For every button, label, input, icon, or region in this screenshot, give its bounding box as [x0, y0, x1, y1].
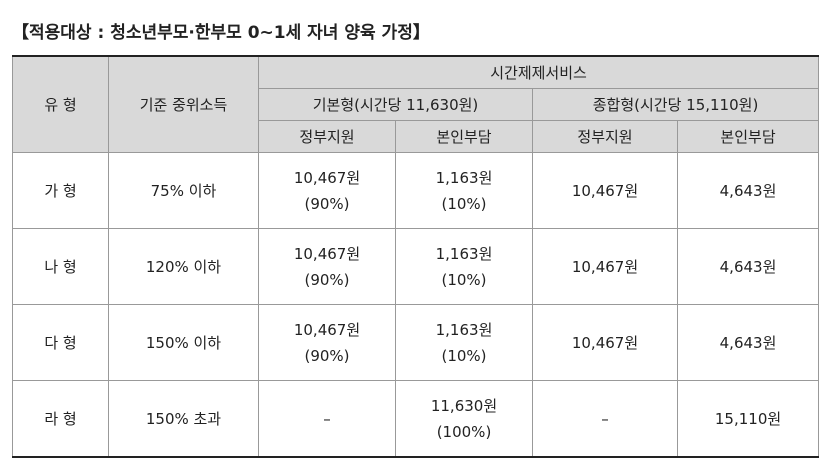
subheader: 본인부담 — [395, 120, 533, 153]
amount-cell: 4,643원 — [676, 228, 820, 305]
amount-line: (90%) — [304, 346, 350, 365]
amount-line: 4,643원 — [719, 257, 777, 276]
amount-line: – — [323, 409, 331, 428]
title: 【적용대상 : 청소년부모·한부모 0~1세 자녀 양육 가정】 — [12, 23, 430, 43]
amount-cell: 4,643원 — [676, 304, 820, 381]
amount-cell: 10,467원 — [532, 304, 678, 381]
amount-line: 4,643원 — [719, 181, 777, 200]
amount-cell: 1,163원 (10%) — [395, 152, 533, 229]
header-plan: 기본형(시간당 11,630원) — [258, 88, 533, 121]
amount-cell: 10,467원 — [532, 228, 678, 305]
amount-line: (10%) — [441, 194, 487, 213]
amount-cell: 1,163원 (10%) — [395, 304, 533, 381]
amount-line: (90%) — [304, 270, 350, 289]
amount-line: 15,110원 — [714, 409, 782, 428]
subheader: 정부지원 — [532, 120, 678, 153]
subheader: 정부지원 — [258, 120, 396, 153]
amount-line: 1,163원 — [435, 320, 493, 339]
amount-line: 10,467원 — [571, 333, 639, 352]
amount-line: – — [601, 409, 609, 428]
income-cell: 150% 이하 — [108, 304, 259, 381]
amount-cell: 10,467원 (90%) — [258, 304, 396, 381]
type-cell: 다 형 — [12, 304, 109, 381]
row: 나 형 120% 이하 10,467원 (90%) 1,163원 (10%) 10,467원… — [12, 228, 820, 305]
amount-line: 10,467원 — [293, 244, 361, 263]
amount-line: 4,643원 — [719, 333, 777, 352]
amount-cell: – — [532, 380, 678, 458]
type-cell: 나 형 — [12, 228, 109, 305]
amount-line: 10,467원 — [293, 320, 361, 339]
subheader-row: 정부지원 본인부담 정부지원 본인부담 — [13, 120, 820, 153]
header-group: 시간제제서비스 — [257, 55, 820, 89]
amount-line: 1,163원 — [435, 168, 493, 187]
amount-line: 10,467원 — [571, 257, 639, 276]
amount-line: (10%) — [441, 270, 487, 289]
amount-line: 11,630원 — [430, 396, 498, 415]
amount-cell: 11,630원 (100%) — [395, 380, 533, 458]
amount-cell: 15,110원 — [676, 380, 820, 458]
amount-cell: – — [258, 380, 396, 458]
amount-line: (10%) — [441, 346, 487, 365]
amount-cell: 1,163원 (10%) — [395, 228, 533, 305]
amount-cell: 10,467원 — [532, 152, 678, 229]
amount-line: (100%) — [436, 422, 492, 441]
header-plan: 종합형(시간당 15,110원) — [531, 88, 820, 121]
type-cell: 가 형 — [12, 152, 109, 229]
amount-cell: 4,643원 — [676, 152, 820, 229]
amount-cell: 10,467원 (90%) — [258, 152, 396, 229]
type-cell: 라 형 — [12, 380, 109, 458]
income-cell: 150% 초과 — [108, 380, 259, 458]
header-type: 유 형 — [12, 55, 109, 153]
row: 라 형 150% 초과 – 11,630원 (100%) – 15,110원 — [12, 380, 820, 458]
amount-line: 10,467원 — [293, 168, 361, 187]
row: 다 형 150% 이하 10,467원 (90%) 1,163원 (10%) 10,467원… — [12, 304, 820, 381]
table-body: 가 형 75% 이하 10,467원 (90%) 1,163원 (10%) 10,467원 4… — [12, 152, 820, 458]
row: 가 형 75% 이하 10,467원 (90%) 1,163원 (10%) 10,467원 4… — [12, 152, 820, 229]
income-cell: 120% 이하 — [108, 228, 259, 305]
amount-line: (90%) — [304, 194, 350, 213]
table: 유 형 기준 중위소득 시간제제서비스 기본형(시간당 11,630원) 종합형… — [12, 55, 820, 458]
subheader: 본인부담 — [676, 120, 820, 153]
amount-line: 1,163원 — [435, 244, 493, 263]
header-income: 기준 중위소득 — [108, 55, 259, 153]
amount-line: 10,467원 — [571, 181, 639, 200]
amount-cell: 10,467원 (90%) — [258, 228, 396, 305]
income-cell: 75% 이하 — [108, 152, 259, 229]
